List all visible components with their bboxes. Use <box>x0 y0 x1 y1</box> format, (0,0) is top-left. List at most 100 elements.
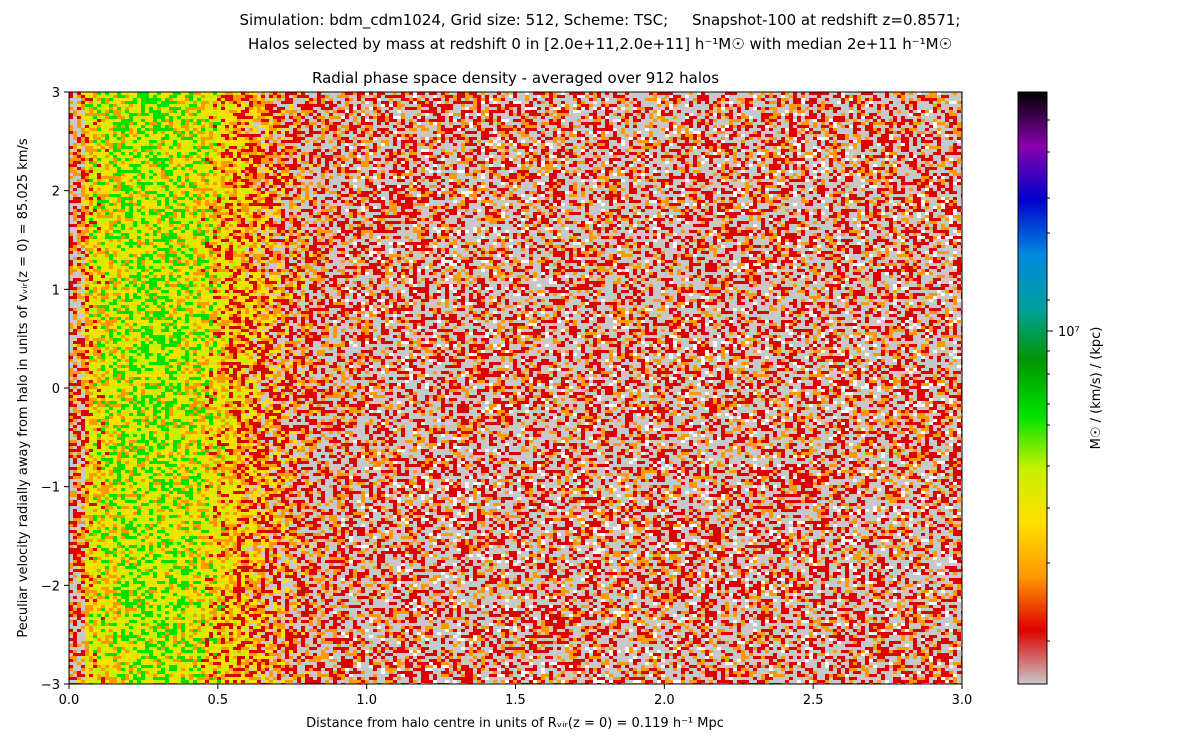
heatmap-cell <box>933 152 937 155</box>
heatmap-cell <box>609 104 613 107</box>
heatmap-cell <box>957 158 961 161</box>
heatmap-cell <box>717 101 721 104</box>
heatmap-cell <box>465 170 469 173</box>
heatmap-cell <box>381 116 385 119</box>
heatmap-cell <box>529 122 533 125</box>
heatmap-cell <box>113 161 117 164</box>
heatmap-cell <box>861 143 865 146</box>
heatmap-cell <box>165 182 169 185</box>
heatmap-cell <box>105 179 109 182</box>
heatmap-cell <box>133 152 137 155</box>
heatmap-cell <box>585 149 589 152</box>
heatmap-cell <box>233 104 237 107</box>
heatmap-cell <box>81 101 85 104</box>
heatmap-cell <box>825 143 829 146</box>
heatmap-cell <box>901 185 905 188</box>
heatmap-cell <box>305 110 309 113</box>
heatmap-cell <box>405 140 409 143</box>
heatmap-cell <box>181 170 185 173</box>
heatmap-cell <box>173 116 177 119</box>
heatmap-cell <box>169 128 173 131</box>
heatmap-cell <box>905 140 909 143</box>
heatmap-cell <box>661 143 665 146</box>
heatmap-cell <box>221 188 225 191</box>
heatmap-cell <box>893 131 897 134</box>
heatmap-cell <box>177 128 181 131</box>
heatmap-cell <box>413 143 417 146</box>
heatmap-cell <box>241 152 245 155</box>
heatmap-cell <box>677 185 681 188</box>
heatmap-cell <box>601 170 605 173</box>
heatmap-cell <box>133 146 137 149</box>
heatmap-cell <box>385 110 389 113</box>
heatmap-cell <box>97 95 101 98</box>
heatmap-cell <box>949 125 953 128</box>
heatmap-cell <box>349 146 353 149</box>
heatmap-cell <box>205 131 209 134</box>
heatmap-cell <box>465 161 469 164</box>
heatmap-cell <box>293 140 297 143</box>
heatmap-cell <box>241 131 245 134</box>
heatmap-cell <box>289 116 293 119</box>
heatmap-cell <box>721 182 725 185</box>
heatmap-cell <box>693 161 697 164</box>
heatmap-cell <box>241 191 245 194</box>
heatmap-cell <box>109 134 113 137</box>
heatmap-cell <box>753 143 757 146</box>
heatmap-cell <box>225 182 229 185</box>
heatmap-cell <box>405 149 409 152</box>
heatmap-cell <box>297 122 301 125</box>
heatmap-cell <box>261 152 265 155</box>
heatmap-cell <box>273 152 277 155</box>
heatmap-cell <box>933 107 937 110</box>
heatmap-cell <box>501 164 505 167</box>
heatmap-cell <box>945 134 949 137</box>
heatmap-cell <box>757 98 761 101</box>
heatmap-cell <box>329 155 333 158</box>
heatmap-cell <box>833 107 837 110</box>
heatmap-cell <box>633 146 637 149</box>
heatmap-cell <box>669 113 673 116</box>
heatmap-cell <box>297 116 301 119</box>
heatmap-cell <box>197 101 201 104</box>
heatmap <box>69 92 962 684</box>
heatmap-cell <box>833 158 837 161</box>
heatmap-cell <box>529 164 533 167</box>
heatmap-cell <box>141 137 145 140</box>
heatmap-cell <box>233 164 237 167</box>
heatmap-cell <box>481 182 485 185</box>
heatmap-cell <box>125 122 129 125</box>
heatmap-cell <box>645 188 649 191</box>
heatmap-cell <box>301 92 305 95</box>
heatmap-cell <box>105 134 109 137</box>
heatmap-cell <box>725 113 729 116</box>
heatmap-cell <box>593 92 597 95</box>
heatmap-cell <box>149 146 153 149</box>
heatmap-cell <box>177 149 181 152</box>
heatmap-cell <box>405 170 409 173</box>
heatmap-cell <box>141 182 145 185</box>
heatmap-cell <box>677 176 681 179</box>
heatmap-cell <box>937 101 941 104</box>
heatmap-cell <box>649 191 653 194</box>
heatmap-cell <box>281 155 285 158</box>
heatmap-cell <box>461 122 465 125</box>
heatmap-cell <box>449 113 453 116</box>
heatmap-cell <box>173 137 177 140</box>
heatmap-cell <box>913 122 917 125</box>
heatmap-cell <box>933 125 937 128</box>
heatmap-cell <box>649 107 653 110</box>
heatmap-cell <box>741 149 745 152</box>
heatmap-cell <box>373 110 377 113</box>
heatmap-cell <box>133 188 137 191</box>
heatmap-cell <box>505 131 509 134</box>
heatmap-cell <box>185 167 189 170</box>
heatmap-cell <box>229 149 233 152</box>
heatmap-cell <box>365 182 369 185</box>
heatmap-cell <box>349 191 353 194</box>
heatmap-cell <box>141 155 145 158</box>
heatmap-cell <box>389 98 393 101</box>
heatmap-cell <box>369 161 373 164</box>
heatmap-cell <box>345 185 349 188</box>
heatmap-cell <box>289 146 293 149</box>
